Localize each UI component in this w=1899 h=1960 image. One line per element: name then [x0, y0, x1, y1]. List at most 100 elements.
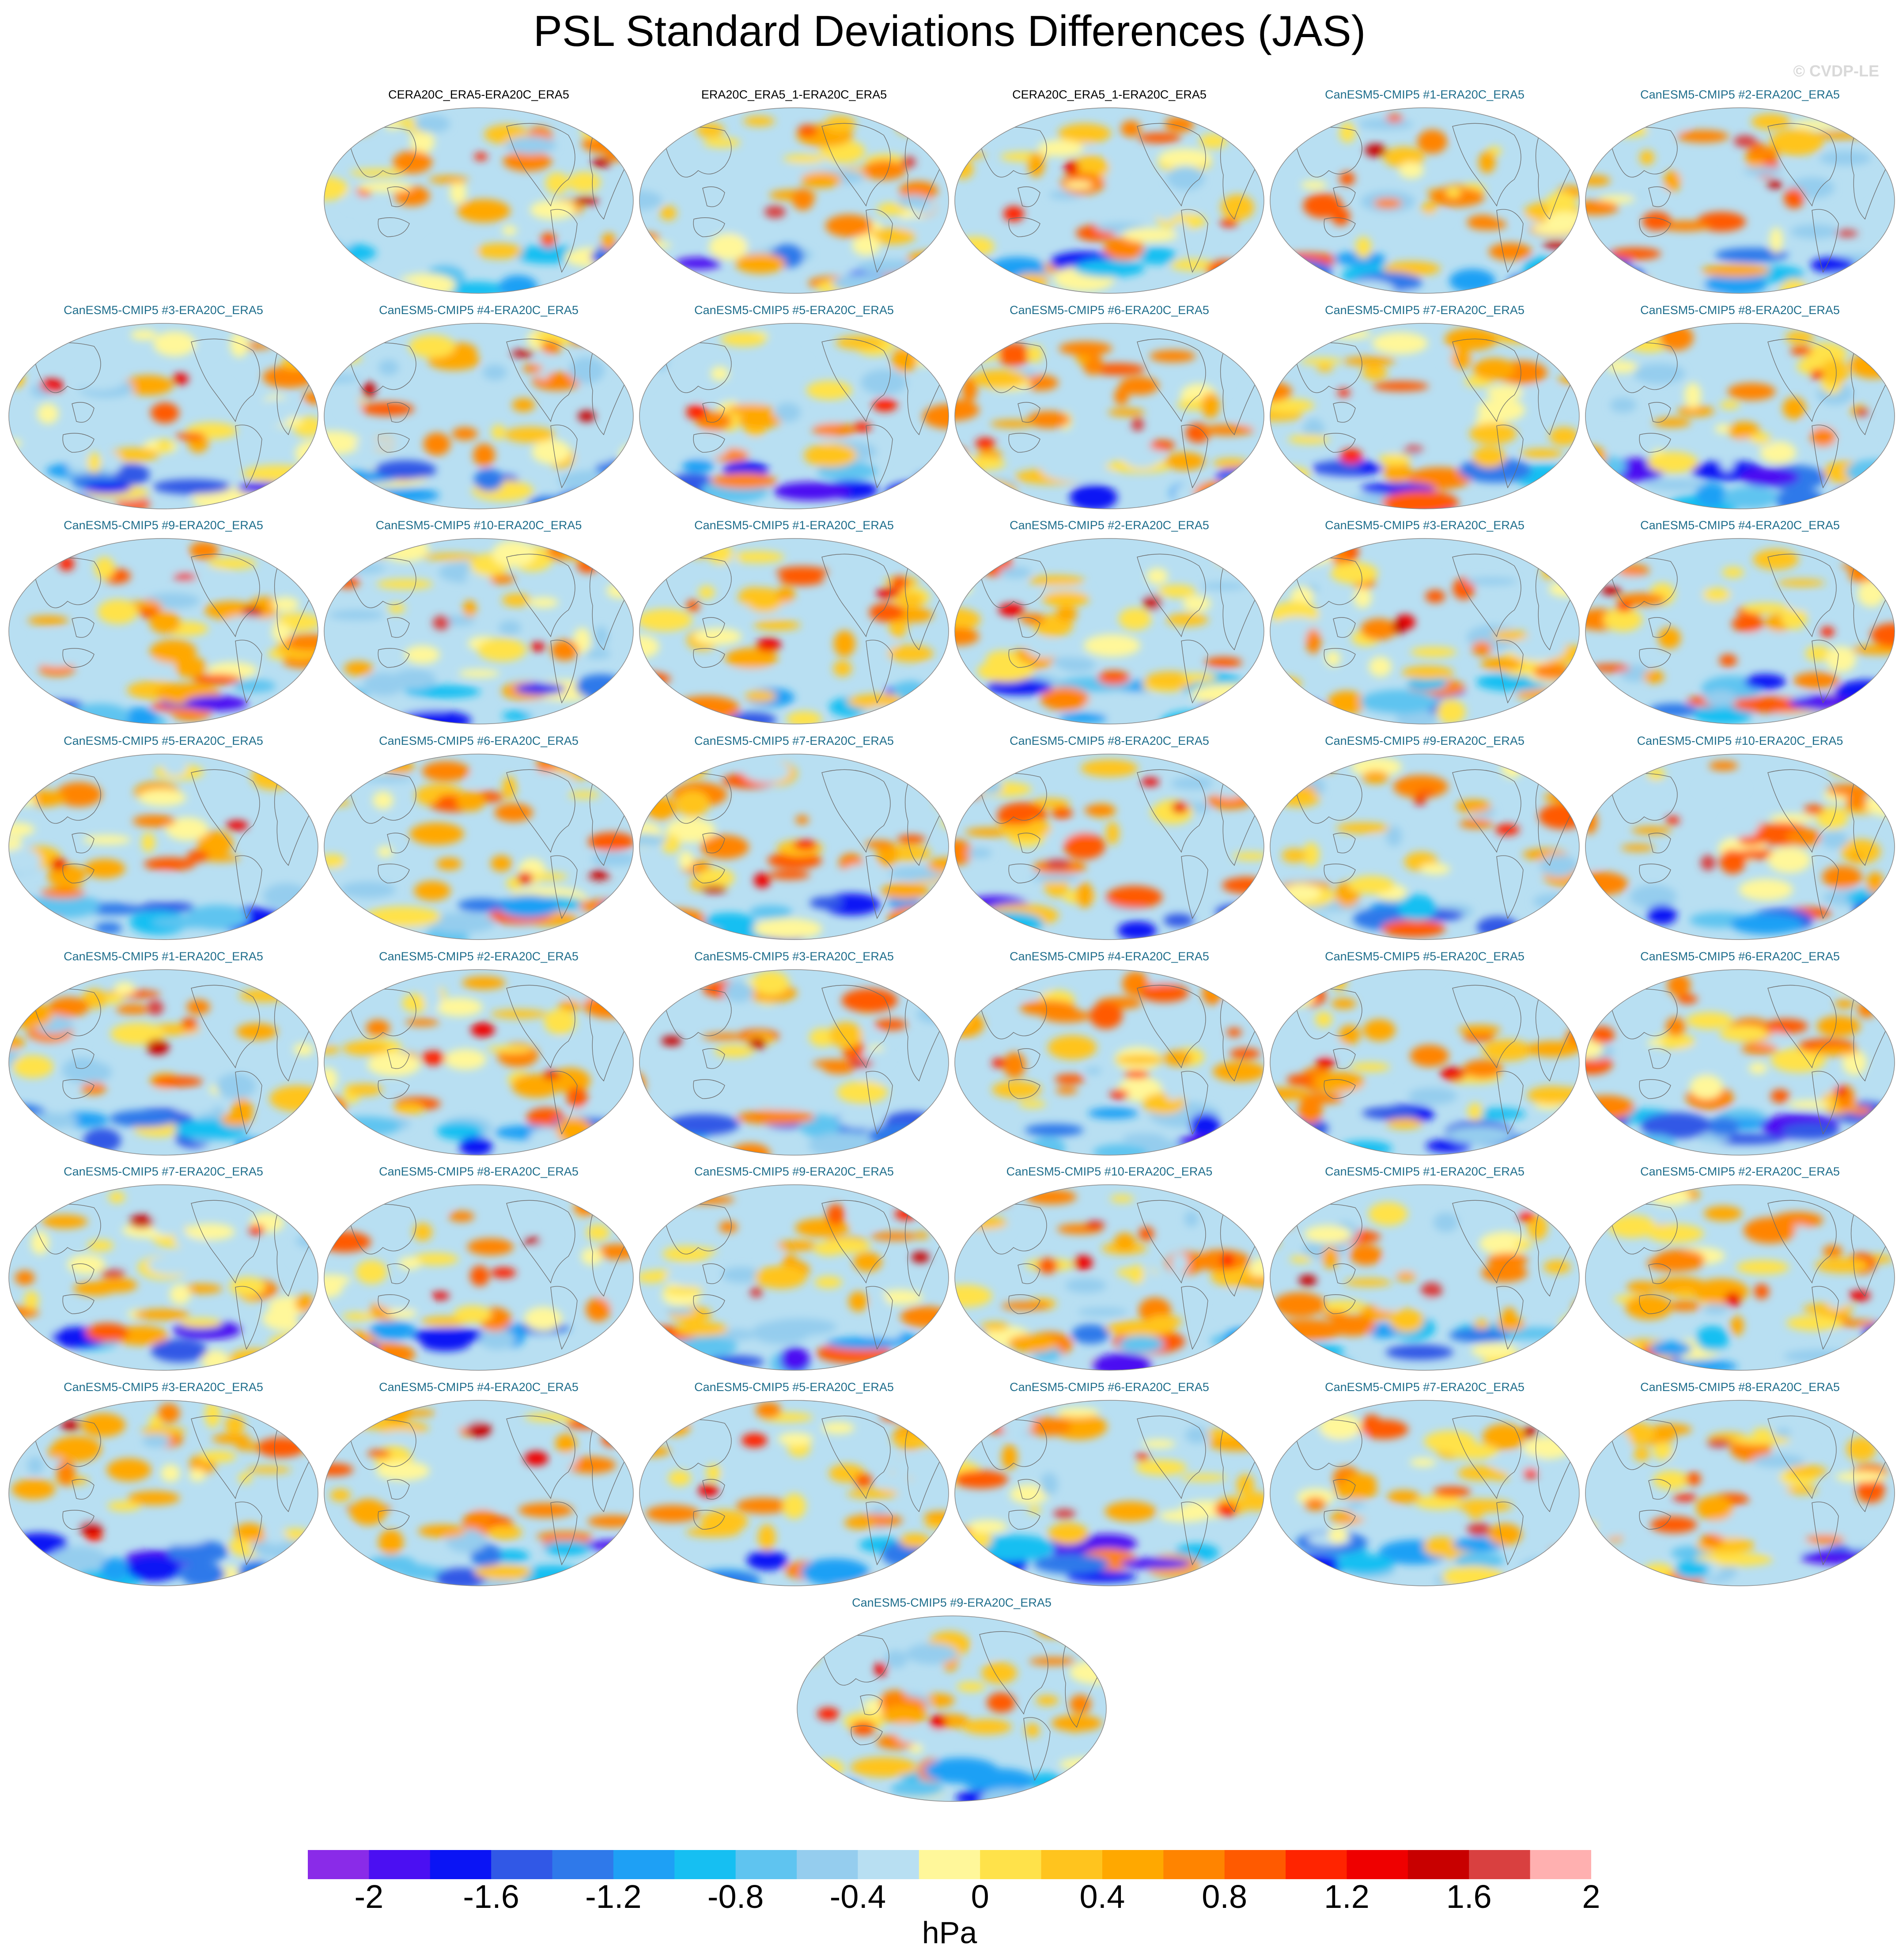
anomaly-blob [1378, 453, 1412, 466]
anomaly-blob [814, 1759, 844, 1777]
colorbar-tick-label: 0 [971, 1878, 989, 1915]
anomaly-blob [1653, 417, 1691, 428]
coastline [1324, 1294, 1356, 1314]
anomaly-blob [998, 603, 1025, 617]
coastline [387, 1479, 410, 1500]
anomaly-blob [870, 1232, 919, 1241]
coastline [378, 433, 410, 453]
anomaly-blob [422, 553, 480, 561]
map-panel: CanESM5-CMIP5 #9-ERA20C_ERA5 [6, 517, 321, 733]
anomaly-blob [1472, 641, 1492, 656]
anomaly-blob [1008, 1334, 1058, 1353]
world-map [324, 969, 634, 1156]
coastline [235, 1286, 262, 1350]
anomaly-blob [1723, 813, 1760, 840]
anomaly-blob [881, 1705, 927, 1725]
panel-title: CanESM5-CMIP5 #10-ERA20C_ERA5 [1006, 1165, 1213, 1178]
map-background [1585, 323, 1895, 509]
world-map [324, 1184, 634, 1371]
anomaly-blob [693, 628, 742, 645]
anomaly-blob [1543, 130, 1560, 149]
coastline [506, 1200, 575, 1284]
anomaly-blob [504, 427, 555, 443]
anomaly-blob [151, 1213, 186, 1236]
anomaly-blob [675, 758, 707, 780]
anomaly-blob [494, 803, 533, 822]
anomaly-blob [1739, 879, 1793, 901]
map-border [1585, 1400, 1895, 1586]
coastline [387, 1263, 410, 1284]
coastline [1293, 773, 1362, 824]
anomaly-blob [453, 1305, 492, 1323]
anomaly-blob [904, 1050, 922, 1058]
anomaly-blob [1709, 761, 1738, 771]
coastline [702, 833, 725, 853]
anomaly-blob [864, 840, 894, 849]
anomaly-blob [575, 674, 627, 700]
panel-title: CanESM5-CMIP5 #10-ERA20C_ERA5 [1637, 734, 1843, 747]
anomaly-blob [1219, 219, 1238, 227]
anomaly-blob [977, 660, 1034, 682]
panel-title: CERA20C_ERA5-ERA20C_ERA5 [388, 88, 569, 101]
anomaly-blob [1672, 1494, 1698, 1501]
anomaly-blob [826, 1204, 845, 1226]
colorbar-tick-label: 1.6 [1446, 1878, 1492, 1915]
coastline [1452, 1200, 1521, 1284]
anomaly-blob [1480, 657, 1523, 671]
colorbar-swatch [980, 1850, 1042, 1879]
anomaly-blob [955, 1418, 991, 1430]
anomaly-blob [706, 1464, 721, 1482]
anomaly-blob [1730, 1316, 1744, 1336]
anomaly-blob [1762, 1540, 1816, 1553]
anomaly-blob [9, 1035, 25, 1050]
anomaly-blob [512, 398, 535, 412]
map-border [1270, 969, 1580, 1156]
anomaly-blob [242, 465, 313, 482]
anomaly-blob [1725, 1292, 1741, 1307]
anomaly-blob [1384, 1252, 1434, 1274]
colorbar-tick-label: 0.4 [1079, 1878, 1125, 1915]
coastline [1608, 127, 1678, 178]
anomaly-blob [165, 817, 208, 841]
anomaly-blob [1744, 674, 1786, 690]
anomaly-blob [1067, 1570, 1137, 1583]
anomaly-blob [1456, 125, 1486, 143]
anomaly-blob [329, 610, 384, 620]
coastline [550, 640, 578, 704]
anomaly-blob [1846, 793, 1867, 811]
anomaly-blob [1336, 1554, 1395, 1575]
anomaly-blob [238, 1473, 253, 1483]
map-panel: ERA20C_ERA5_1-ERA20C_ERA5 [636, 87, 952, 302]
anomaly-blob [1767, 847, 1811, 873]
anomaly-blob [1270, 702, 1311, 718]
anomaly-blob [276, 761, 307, 775]
coastline [1008, 1294, 1040, 1314]
anomaly-blob [329, 1568, 359, 1586]
anomaly-blob [9, 902, 34, 928]
anomaly-blob [1180, 1474, 1228, 1482]
anomaly-blob [915, 1558, 949, 1576]
anomaly-blob [1866, 872, 1884, 894]
anomaly-blob [1097, 671, 1130, 685]
anomaly-blob [1204, 657, 1243, 668]
anomaly-blob [1410, 1045, 1449, 1067]
anomaly-blob [388, 603, 405, 614]
anomaly-blob [132, 815, 176, 827]
anomaly-blob [869, 603, 904, 622]
anomaly-blob [1647, 1039, 1664, 1047]
anomaly-blob [414, 881, 451, 901]
coastline [191, 338, 260, 422]
coastline [1608, 1419, 1678, 1470]
anomaly-blob [1316, 1056, 1335, 1069]
world-map [1270, 107, 1580, 294]
anomaly-blob [591, 158, 612, 167]
anomaly-blob [594, 626, 609, 647]
coastline [866, 640, 893, 704]
anomaly-blob [130, 330, 158, 341]
anomaly-blob [523, 1236, 541, 1245]
anomaly-blob [652, 347, 669, 371]
anomaly-blob [975, 912, 1044, 936]
anomaly-blob [598, 901, 633, 921]
coastline [1324, 433, 1356, 453]
anomaly-blob [1786, 599, 1829, 611]
